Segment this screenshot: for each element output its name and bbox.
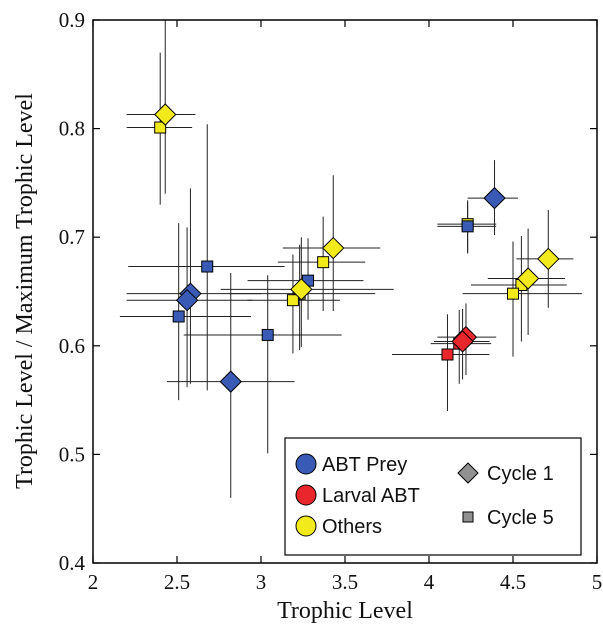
- diamond-point: [322, 236, 345, 260]
- diamond-point: [451, 330, 474, 353]
- data-points: [154, 103, 560, 393]
- legend-marker-cycle-1: [457, 462, 479, 484]
- error-bars: [119, 20, 582, 498]
- legend: ABT Prey Larval ABT Others Cycle 1 Cycle…: [284, 437, 582, 556]
- x-axis-title: Trophic Level: [277, 598, 413, 624]
- legend-label-others: Others: [322, 516, 382, 538]
- diamond-point: [483, 186, 506, 210]
- square-point: [172, 310, 185, 323]
- x-tick-label: 4: [424, 570, 435, 594]
- legend-box: [284, 437, 582, 556]
- square-point: [201, 260, 214, 273]
- x-tick-label: 3.5: [332, 570, 358, 594]
- x-tick-label: 4.5: [500, 570, 526, 594]
- y-tick-label: 0.9: [59, 8, 85, 32]
- legend-marker-cycle-5: [462, 511, 474, 523]
- y-tick-label: 0.6: [59, 334, 85, 358]
- diamond-point: [537, 247, 560, 271]
- y-tick-label: 0.8: [59, 117, 85, 141]
- x-tick-label: 2: [88, 570, 99, 594]
- diamond-point: [175, 288, 199, 312]
- x-tick-label: 3: [256, 570, 267, 594]
- y-axis-title: Trophic Level / Maximum Trophic Level: [12, 93, 38, 489]
- axis-ticks: 2 2.5 3 3.5 4 4.5 5 0.4 0.5 0.6 0.7 0.8 0.9: [59, 8, 603, 594]
- diamond-point: [154, 103, 177, 126]
- legend-label-cycle-5: Cycle 5: [487, 507, 554, 529]
- x-tick-label: 2.5: [164, 570, 190, 594]
- legend-label-cycle-1: Cycle 1: [487, 463, 554, 485]
- diamond-point: [516, 267, 540, 290]
- legend-marker-others: [295, 515, 317, 537]
- legend-marker-abt-prey: [295, 453, 317, 475]
- square-point: [507, 287, 519, 300]
- y-tick-label: 0.5: [59, 442, 85, 466]
- legend-marker-larval-abt: [295, 484, 317, 506]
- square-point: [441, 348, 454, 361]
- square-point: [317, 256, 330, 269]
- square-point: [461, 220, 474, 233]
- square-point: [261, 328, 274, 341]
- legend-label-larval-abt: Larval ABT: [322, 485, 420, 507]
- y-tick-label: 0.7: [59, 225, 85, 249]
- diamond-point: [290, 278, 313, 301]
- diamond-point: [219, 370, 242, 393]
- y-tick-label: 0.4: [59, 551, 86, 575]
- square-point: [154, 121, 167, 134]
- square-point: [286, 294, 299, 307]
- x-tick-label: 5: [592, 570, 603, 594]
- legend-label-abt-prey: ABT Prey: [322, 454, 407, 476]
